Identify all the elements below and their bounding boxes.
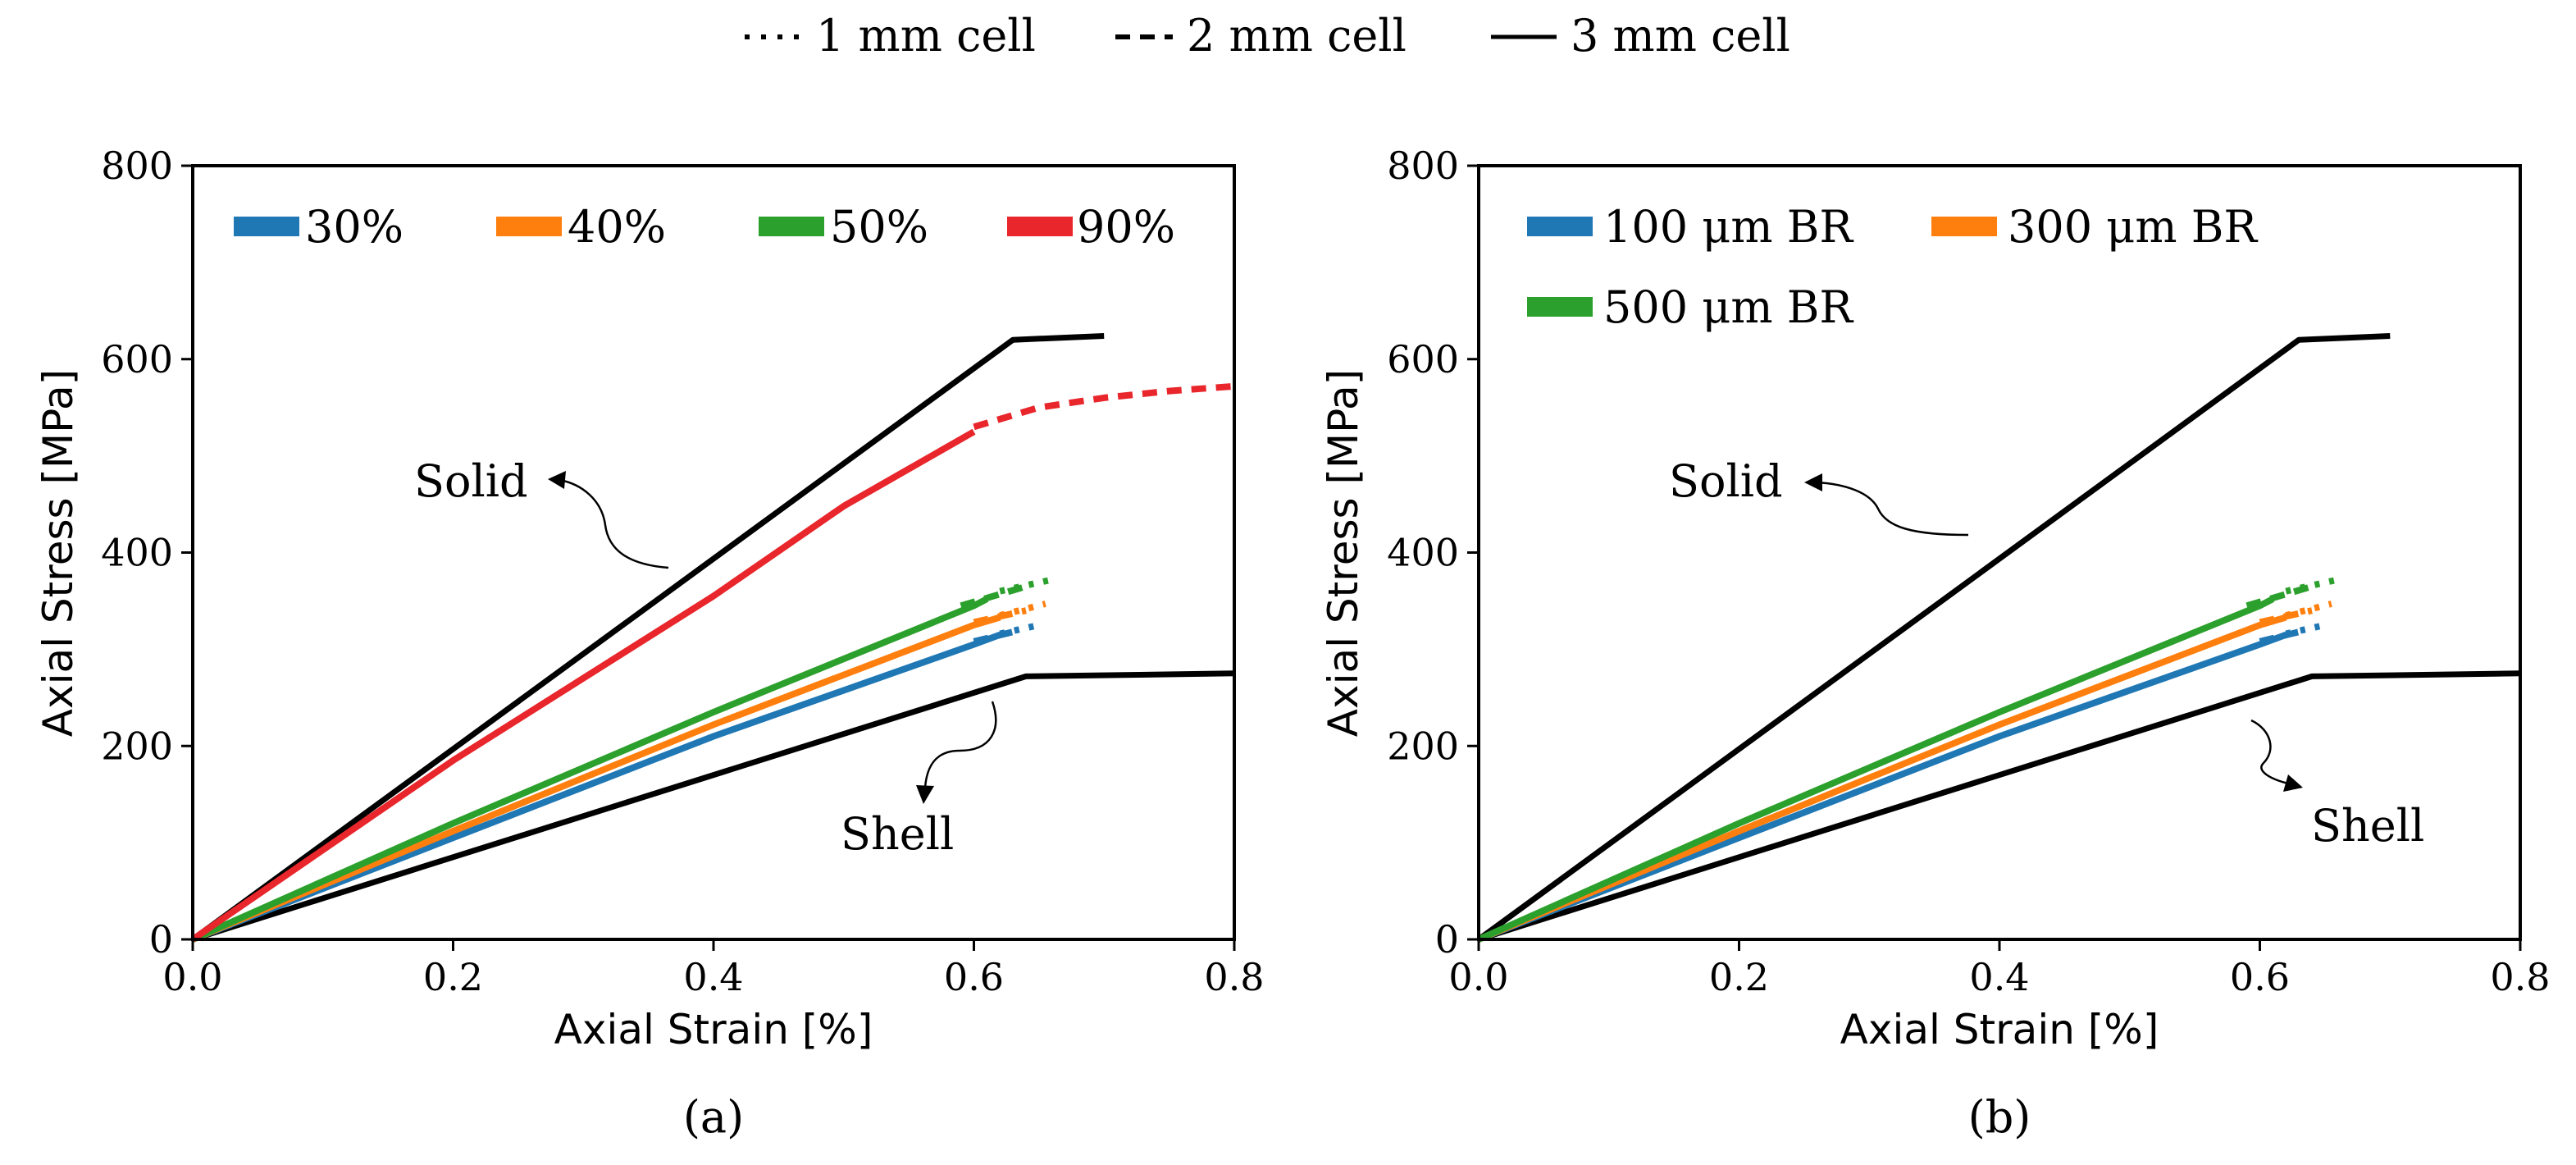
x-tick-label: 0.0 (162, 955, 222, 999)
series-line-100-m-br-2-mm (2259, 628, 2300, 645)
annotation-shell: Shell (2250, 719, 2424, 852)
y-tick-label: 800 (101, 144, 173, 188)
series-line-100-m-br-3-mm (1477, 631, 2287, 943)
series-line-30-1-mm (999, 621, 1040, 637)
chart-panel-a: 0.0 0.2 0.4 0.6 0.8 0 200 400 600 800 Axial Stres… (34, 144, 1265, 1143)
y-tick-label: 600 (1387, 337, 1459, 381)
y-tick-label: 200 (101, 724, 173, 768)
annotation-shell-arrowhead (916, 785, 934, 804)
panel-caption: (a) (683, 1091, 744, 1143)
annotation-solid-arrowhead (1804, 473, 1822, 491)
annotation-shell-label: Shell (2311, 800, 2424, 852)
legend-2mm-label: 2 mm cell (1187, 10, 1407, 62)
legend-label-90: 90% (1077, 201, 1175, 253)
y-tick-label: 0 (1435, 917, 1459, 962)
x-tick-label: 0.6 (2230, 955, 2290, 999)
annotation-solid-label: Solid (1669, 455, 1783, 507)
x-tick-label: 0.0 (1448, 955, 1508, 999)
x-tick-label: 0.6 (944, 955, 1004, 999)
y-tick-label: 200 (1387, 724, 1459, 768)
global-legend: 1 mm cell 2 mm cell 3 mm cell (745, 10, 1790, 62)
legend-swatch-90 (1007, 217, 1073, 236)
series-line-40-3-mm (191, 614, 1001, 943)
y-tick-label: 800 (1387, 144, 1459, 188)
y-axis-label: Axial Stress [MPa] (34, 369, 82, 737)
annotation-solid-arrowhead (548, 471, 566, 489)
x-axis-label: Axial Strain [%] (1840, 1006, 2159, 1053)
legend-label-40: 40% (568, 201, 666, 253)
annotation-solid-arrow (559, 478, 669, 569)
annotation-solid: Solid (1669, 455, 1969, 537)
series-line-shell (1477, 670, 2521, 943)
annotation-solid-arrow (1816, 481, 1969, 537)
annotation-shell: Shell (841, 701, 997, 860)
y-tick-label: 400 (1387, 531, 1459, 575)
legend: 30% 40% 50% 90% (234, 201, 1175, 253)
legend-swatch-100um (1527, 217, 1593, 236)
x-tick-label: 0.2 (1709, 955, 1769, 999)
legend: 100 μm BR 300 μm BR 500 μm BR (1527, 201, 2258, 333)
x-tick-label: 0.8 (2490, 955, 2550, 999)
panel-caption: (b) (1968, 1091, 2031, 1143)
series-line-90-2-mm (973, 382, 1235, 431)
y-tick-label: 0 (149, 917, 173, 962)
legend-3mm-label: 3 mm cell (1571, 10, 1790, 62)
legend-swatch-50 (759, 217, 824, 236)
x-tick-label: 0.2 (423, 955, 483, 999)
legend-swatch-30 (234, 217, 299, 236)
series-line-solid (190, 333, 1105, 942)
series-line-30-2-mm (973, 628, 1014, 645)
chart-panel-b: 0.0 0.2 0.4 0.6 0.8 0 200 400 600 800 Axial Stres… (1320, 144, 2551, 1143)
legend-swatch-500um (1527, 297, 1593, 317)
legend-label-300um: 300 μm BR (2008, 201, 2258, 253)
annotation-shell-arrow (2250, 719, 2289, 785)
series-line-30-3-mm (191, 631, 1001, 943)
y-tick-label: 600 (101, 337, 173, 381)
annotation-solid-label: Solid (414, 455, 528, 507)
series-line-50-1-mm (999, 576, 1053, 595)
series-line-40-2-mm (973, 607, 1027, 626)
series-line-100-m-br-1-mm (2285, 621, 2326, 637)
legend-label-50: 50% (830, 201, 928, 253)
legend-label-30: 30% (305, 201, 403, 253)
annotation-solid: Solid (414, 455, 669, 569)
series-line-300-m-br-3-mm (1477, 614, 2287, 943)
x-tick-label: 0.4 (683, 955, 743, 999)
legend-1mm-label: 1 mm cell (816, 10, 1036, 62)
series-line-solid (1476, 333, 2391, 942)
x-axis-label: Axial Strain [%] (554, 1006, 873, 1053)
x-tick-label: 0.4 (1969, 955, 2029, 999)
y-axis-label: Axial Stress [MPa] (1320, 369, 1367, 737)
y-tick-label: 400 (101, 531, 173, 575)
annotation-shell-arrowhead (2283, 774, 2303, 792)
series-line-500-m-br-1-mm (2285, 576, 2339, 595)
series-line-90-3-mm (190, 428, 976, 943)
series-line-500-m-br-3-mm (1477, 596, 2275, 943)
annotation-shell-arrow (923, 701, 997, 788)
series-line-shell (191, 670, 1235, 943)
series-line-300-m-br-2-mm (2259, 607, 2313, 626)
legend-label-500um: 500 μm BR (1603, 281, 1853, 333)
annotation-shell-label: Shell (841, 808, 954, 860)
series-line-50-3-mm (191, 596, 989, 943)
legend-swatch-300um (1931, 217, 1997, 236)
legend-label-100um: 100 μm BR (1603, 201, 1853, 253)
legend-swatch-40 (496, 217, 562, 236)
x-tick-label: 0.8 (1204, 955, 1264, 999)
